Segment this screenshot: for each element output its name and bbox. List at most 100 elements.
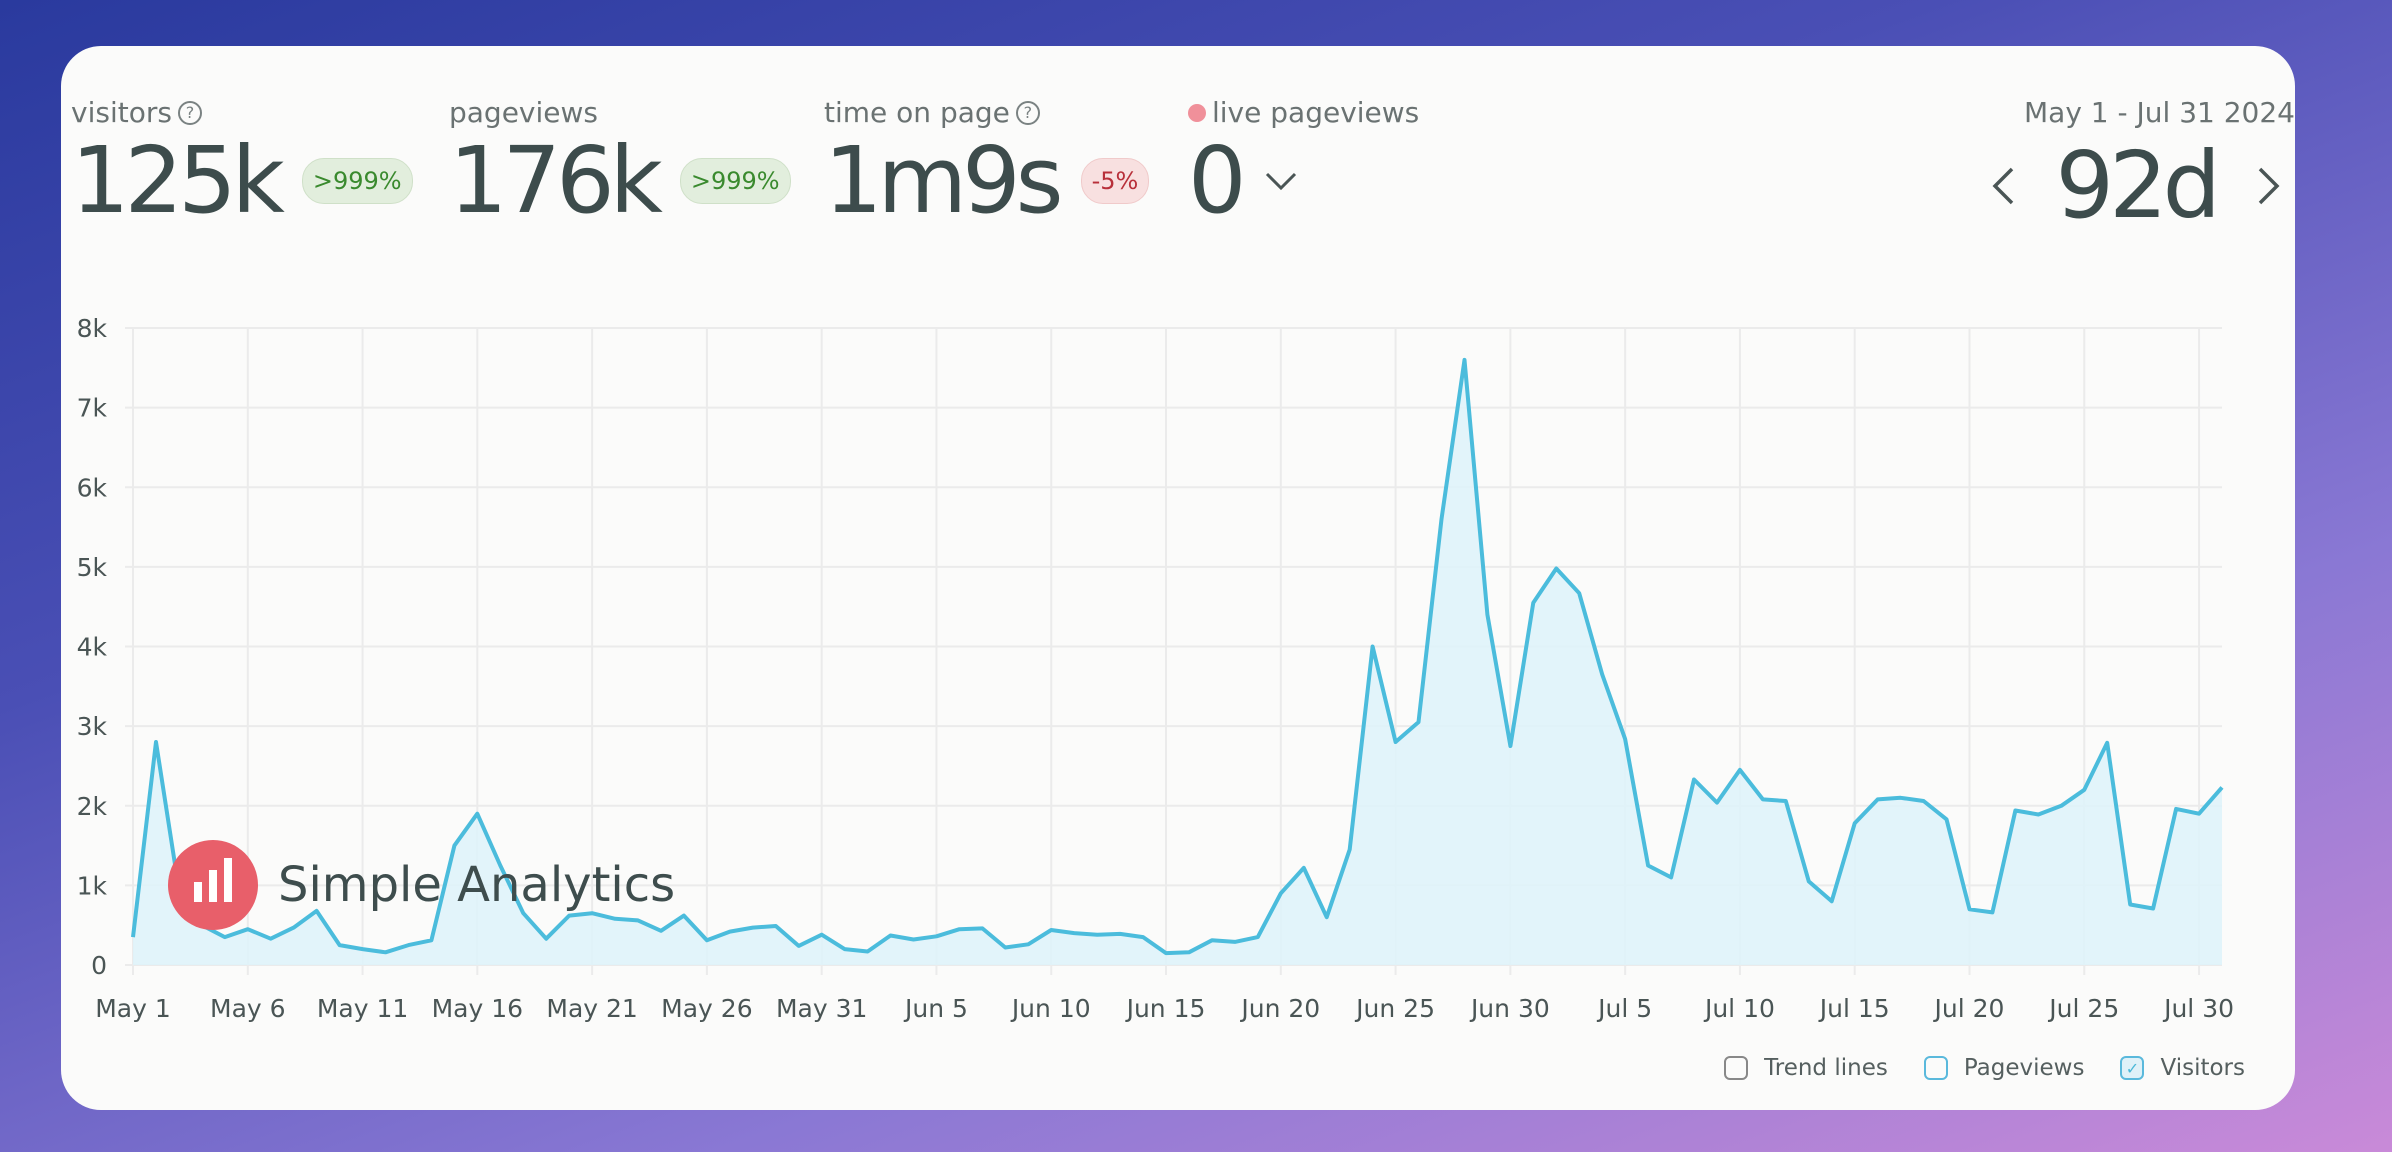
data-point	[2059, 804, 2063, 808]
x-tick-label: May 11	[317, 994, 408, 1023]
data-point	[1187, 950, 1191, 954]
data-point	[866, 949, 870, 953]
visitors-label: visitors	[71, 96, 172, 129]
chevron-down-icon[interactable]	[1264, 170, 1298, 192]
checkbox-unchecked-icon[interactable]	[1923, 1056, 1948, 1080]
data-point	[1118, 932, 1122, 936]
data-point	[705, 938, 709, 942]
chevron-right-icon[interactable]	[2256, 166, 2282, 206]
x-tick-label: May 16	[432, 994, 523, 1023]
data-point	[751, 926, 755, 930]
data-point	[384, 950, 388, 954]
checkbox-checked-icon[interactable]: ✓	[2120, 1056, 2145, 1080]
metric-pageviews[interactable]: pageviews 176k >999%	[449, 96, 791, 227]
data-point	[338, 943, 342, 947]
data-point	[682, 914, 686, 918]
x-tick-label: Jul 15	[1818, 994, 1890, 1023]
data-point	[269, 937, 273, 941]
data-point	[154, 740, 158, 744]
data-point	[843, 947, 847, 951]
checkbox-unchecked-icon[interactable]	[1724, 1056, 1749, 1080]
data-point	[1761, 797, 1765, 801]
data-point	[1715, 801, 1719, 805]
data-point	[934, 934, 938, 938]
y-tick-label: 6k	[77, 473, 108, 502]
data-point	[1577, 591, 1581, 595]
metric-time-on-page[interactable]: time on page? 1m9s -5%	[824, 96, 1150, 227]
date-range[interactable]: May 1 - Jul 31 2024	[2024, 96, 2295, 129]
pageviews-legend-label: Pageviews	[1963, 1055, 2085, 1081]
data-point	[2151, 906, 2155, 910]
help-icon[interactable]: ?	[1015, 100, 1040, 125]
simple-analytics-logo-icon	[168, 840, 258, 930]
simple-analytics-watermark: Simple Analytics	[168, 840, 675, 930]
data-point	[475, 812, 479, 816]
pageviews-toggle[interactable]: Pageviews	[1923, 1055, 2085, 1081]
data-point	[728, 930, 732, 934]
y-tick-label: 1k	[77, 871, 108, 900]
visitors-value: 125k	[71, 127, 285, 234]
live-dot-icon	[1188, 103, 1206, 122]
data-point	[1830, 899, 1834, 903]
data-point	[1669, 875, 1673, 879]
data-point	[1692, 777, 1696, 781]
data-point	[2105, 741, 2109, 745]
data-point	[1256, 935, 1260, 939]
data-point	[1371, 645, 1375, 649]
data-point	[429, 938, 433, 942]
data-point	[1302, 866, 1306, 870]
data-point	[1049, 928, 1053, 932]
x-tick-label: Jun 5	[903, 994, 968, 1023]
live-value: 0	[1188, 127, 1247, 234]
y-tick-label: 2k	[77, 792, 108, 821]
data-point	[2220, 785, 2224, 789]
data-point	[889, 934, 893, 938]
data-point	[223, 935, 227, 939]
data-point	[980, 926, 984, 930]
x-tick-label: Jun 20	[1239, 994, 1320, 1023]
y-tick-label: 5k	[77, 553, 108, 582]
data-point	[1876, 797, 1880, 801]
x-tick-label: May 31	[776, 994, 867, 1023]
y-tick-label: 0	[91, 951, 107, 980]
data-point	[1233, 940, 1237, 944]
x-tick-label: Jul 5	[1596, 994, 1652, 1023]
help-icon[interactable]: ?	[177, 100, 202, 125]
data-point	[1554, 566, 1558, 570]
time-on-page-change-badge: -5%	[1080, 158, 1150, 204]
data-point	[1394, 740, 1398, 744]
data-point	[1531, 601, 1535, 605]
y-tick-label: 8k	[77, 314, 108, 343]
time-on-page-label: time on page	[824, 96, 1010, 129]
data-point	[131, 935, 135, 939]
data-point	[1003, 945, 1007, 949]
data-point	[2174, 807, 2178, 811]
visitors-toggle[interactable]: ✓ Visitors	[2120, 1055, 2245, 1081]
visitors-area	[133, 359, 2222, 965]
x-tick-label: May 6	[210, 994, 286, 1023]
chart-legend: Trend lines Pageviews ✓ Visitors	[1724, 1055, 2245, 1081]
data-point	[2082, 788, 2086, 792]
data-point	[1439, 517, 1443, 521]
data-point	[797, 944, 801, 948]
data-point	[1348, 848, 1352, 852]
visitors-legend-label: Visitors	[2160, 1055, 2245, 1081]
data-point	[1623, 737, 1627, 741]
metric-visitors[interactable]: visitors? 125k >999%	[71, 96, 413, 227]
chevron-left-icon[interactable]	[1990, 166, 2016, 206]
x-tick-label: Jul 20	[1933, 994, 2005, 1023]
pageviews-value: 176k	[449, 127, 663, 234]
period-value[interactable]: 92d	[2055, 132, 2221, 239]
trend-lines-toggle[interactable]: Trend lines	[1724, 1055, 1888, 1081]
data-point	[1485, 613, 1489, 617]
watermark-text: Simple Analytics	[278, 857, 676, 913]
metric-live-pageviews[interactable]: live pageviews 0	[1188, 96, 1419, 227]
data-point	[1095, 933, 1099, 937]
data-point	[1164, 951, 1168, 955]
data-point	[1462, 358, 1466, 362]
data-point	[1784, 799, 1788, 803]
data-point	[1853, 821, 1857, 825]
x-tick-label: Jun 15	[1125, 994, 1206, 1023]
data-point	[1646, 863, 1650, 867]
